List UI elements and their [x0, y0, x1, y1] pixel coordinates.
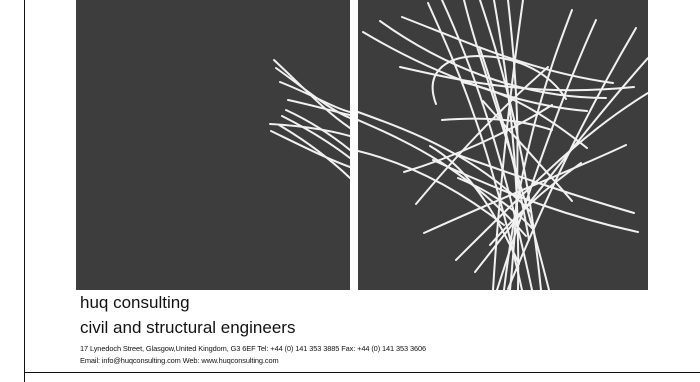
left-artwork-panel: [76, 0, 350, 290]
left-line-artwork: [269, 59, 350, 179]
company-name: huq consulting: [80, 293, 190, 312]
right-line-artwork: [358, 0, 648, 290]
page-left-border: [24, 0, 25, 382]
right-artwork-panel: [358, 0, 648, 290]
company-tagline: civil and structural engineers: [80, 318, 296, 337]
page-bottom-border: [24, 372, 700, 373]
address-contact-line: 17 Lynedoch Street, Glasgow,United Kingd…: [80, 344, 427, 353]
email-web-line: Email: info@huqconsulting.com Web: www.h…: [80, 356, 279, 365]
